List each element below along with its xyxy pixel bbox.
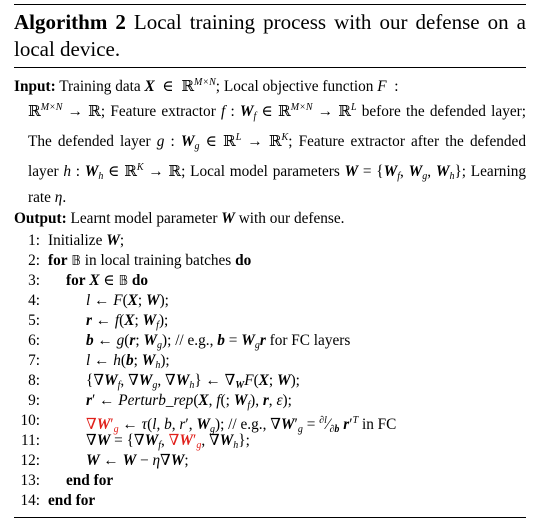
- line-code: for 𝔹 in local training batches do: [48, 252, 252, 269]
- algorithm-line: 8: {∇Wf, ∇Wg, ∇Wh} ← ∇WF(X; W);: [14, 371, 526, 391]
- line-code: for X ∈ 𝔹 do: [66, 272, 149, 289]
- line-code: r ← f(X; Wf);: [86, 312, 169, 331]
- output-text: Learnt model parameter W with our defens…: [70, 210, 345, 227]
- line-number: 11:: [21, 432, 40, 449]
- algorithm-block: Algorithm 2 Local training process with …: [14, 4, 526, 518]
- algorithm-line: 2: for 𝔹 in local training batches do: [14, 251, 526, 271]
- line-code: Initialize W;: [48, 232, 125, 249]
- line-number: 2:: [28, 252, 40, 269]
- algorithm-line: 3: for X ∈ 𝔹 do: [14, 271, 526, 291]
- algorithm-line: 14: end for: [14, 491, 526, 511]
- input-text-cont: ℝM×N → ℝ; Feature extractor f : Wf ∈ ℝM×…: [28, 102, 526, 206]
- line-number: 12:: [20, 452, 40, 469]
- line-number: 14:: [20, 492, 40, 509]
- algorithm-caption: Algorithm 2 Local training process with …: [14, 9, 526, 63]
- line-code: ∇W′g ← τ(l, b, r′, Wg); // e.g., ∇W′g = …: [86, 415, 397, 435]
- line-number: 9:: [28, 392, 40, 409]
- line-code: {∇Wf, ∇Wg, ∇Wh} ← ∇WF(X; W);: [86, 372, 300, 391]
- input-text: Training data X ∈ ℝM×N; Local objective …: [59, 77, 399, 95]
- line-number: 4:: [28, 292, 40, 309]
- algorithm-line: 5: r ← f(X; Wf);: [14, 311, 526, 331]
- input-spec: Input: Training data X ∈ ℝM×N; Local obj…: [14, 72, 526, 208]
- algorithm-line: 10: ∇W′g ← τ(l, b, r′, Wg); // e.g., ∇W′…: [14, 411, 526, 435]
- algorithm-title: Local training process with our defense …: [14, 10, 526, 61]
- line-number: 3:: [28, 272, 40, 289]
- line-number: 6:: [28, 332, 40, 349]
- algorithm-line: 4: l ← F(X; W);: [14, 291, 526, 311]
- line-code: W ← W − η∇W;: [86, 452, 189, 469]
- line-number: 1:: [28, 232, 40, 249]
- output-keyword: Output:: [14, 210, 67, 227]
- line-number: 8:: [28, 372, 40, 389]
- algorithm-line: 11: ∇W = {∇Wf, ∇W′g, ∇Wh};: [14, 431, 526, 451]
- algorithm-lines: 1: Initialize W; 2: for 𝔹 in local train…: [14, 231, 526, 511]
- algorithm-label: Algorithm 2: [14, 10, 126, 34]
- line-code: l ← F(X; W);: [86, 292, 169, 309]
- line-code: end for: [48, 492, 96, 509]
- input-keyword: Input:: [14, 78, 56, 95]
- algorithm-line: 9: r′ ← Perturb_rep(X, f(; Wf), r, ε);: [14, 391, 526, 411]
- caption-rule: [14, 67, 526, 68]
- line-code: b ← g(r; Wg); // e.g., b = Wgr for FC la…: [86, 332, 351, 351]
- algorithm-line: 1: Initialize W;: [14, 231, 526, 251]
- line-number: 13:: [20, 472, 40, 489]
- output-spec: Output: Learnt model parameter W with ou…: [14, 208, 526, 229]
- algorithm-line: 6: b ← g(r; Wg); // e.g., b = Wgr for FC…: [14, 331, 526, 351]
- line-code: end for: [66, 472, 114, 489]
- line-number: 10:: [20, 412, 40, 429]
- algorithm-line: 12: W ← W − η∇W;: [14, 451, 526, 471]
- top-rule: [14, 4, 526, 5]
- line-code: ∇W = {∇Wf, ∇W′g, ∇Wh};: [86, 432, 250, 451]
- line-code: r′ ← Perturb_rep(X, f(; Wf), r, ε);: [86, 392, 292, 411]
- algorithm-line: 7: l ← h(b; Wh);: [14, 351, 526, 371]
- algorithm-line: 13: end for: [14, 471, 526, 491]
- line-code: l ← h(b; Wh);: [86, 352, 170, 371]
- line-number: 5:: [28, 312, 40, 329]
- line-number: 7:: [28, 352, 40, 369]
